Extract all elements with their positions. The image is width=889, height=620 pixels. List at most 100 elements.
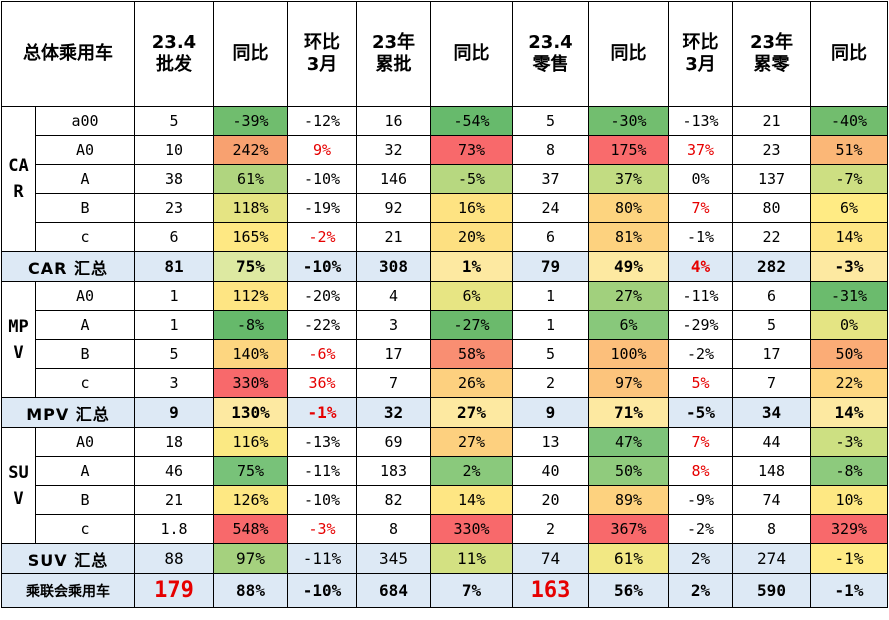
table-cell: 37% (588, 164, 669, 194)
total-cell: 684 (356, 573, 431, 608)
table-cell: -27% (430, 310, 513, 340)
table-cell: -6% (287, 339, 357, 369)
summary-cell: 9 (512, 397, 589, 428)
table-cell: 183 (356, 456, 431, 486)
table-row: A 38 61% -10% 146 -5% 37 37% 0% 137 -7% (2, 164, 888, 194)
table-cell: 73% (430, 135, 513, 165)
table-cell: 14% (430, 485, 513, 515)
table-cell: 23 (732, 135, 811, 165)
table-cell: 37 (512, 164, 589, 194)
header-row: 总体乘用车 23.4 批发 同比 环比 3月 23年 累批 同比 23.4 零售 同比 环比 3月 23年… (1, 1, 888, 107)
table-cell: 140% (213, 339, 288, 369)
table-cell: 58% (430, 339, 513, 369)
table-cell: 21 (134, 485, 214, 515)
summary-cell: 9 (134, 397, 214, 428)
summary-cell: 74 (512, 543, 589, 574)
column-header: 同比 (588, 1, 669, 107)
table-row: A0 10 242% 9% 32 73% 8 175% 37% 23 51% (2, 135, 888, 165)
table-cell: 137 (732, 164, 811, 194)
table-cell: -2% (668, 339, 733, 369)
summary-cell: 274 (732, 543, 811, 574)
table-row: A 1 -8% -22% 3 -27% 1 6% -29% 5 0% (2, 310, 888, 340)
table-cell: 126% (213, 485, 288, 515)
table-cell: 6% (810, 193, 888, 223)
total-cell: 7% (430, 573, 513, 608)
table-cell: 0% (810, 310, 888, 340)
table-cell: -9% (668, 485, 733, 515)
table-cell: 17 (356, 339, 431, 369)
column-header: 环比 3月 (287, 1, 357, 107)
total-label: 乘联会乘用车 (1, 573, 135, 608)
table-cell: 81% (588, 222, 669, 252)
table-cell: 26% (430, 368, 513, 398)
table-cell: 5 (512, 339, 589, 369)
table-cell: 80% (588, 193, 669, 223)
table-cell: 4 (356, 281, 431, 311)
summary-cell: 79 (512, 251, 589, 282)
table-row: CAR a00 5 -39% -12% 16 -54% 5 -30% -13% 21 -40% (1, 106, 888, 252)
column-header: 23.4 零售 (512, 1, 589, 107)
summary-cell: 130% (213, 397, 288, 428)
table-cell: 80 (732, 193, 811, 223)
table-cell: -12% (287, 106, 357, 136)
table-cell: 7 (732, 368, 811, 398)
table-cell: -30% (588, 106, 669, 136)
summary-cell: 282 (732, 251, 811, 282)
table-cell: 8% (668, 456, 733, 486)
summary-cell: 14% (810, 397, 888, 428)
table-cell: 5 (732, 310, 811, 340)
segment-label: A (35, 164, 135, 194)
table-cell: 23 (134, 193, 214, 223)
table-cell: 46 (134, 456, 214, 486)
segment-label: c (35, 368, 135, 398)
table-row: B 5 140% -6% 17 58% 5 100% -2% 17 50% (2, 339, 888, 369)
group-label-suv: SUV (1, 427, 36, 544)
table-cell: 16 (356, 106, 431, 136)
summary-cell: 1% (430, 251, 513, 282)
summary-cell: 2% (668, 543, 733, 574)
table-cell: 17 (732, 339, 811, 369)
table-cell: 20 (512, 485, 589, 515)
table-cell: -10% (287, 164, 357, 194)
summary-cell: -3% (810, 251, 888, 282)
table-cell: 40 (512, 456, 589, 486)
summary-cell: 49% (588, 251, 669, 282)
table-cell: 1 (512, 310, 589, 340)
table-cell: 8 (512, 135, 589, 165)
table-cell: -11% (287, 456, 357, 486)
table-cell: 175% (588, 135, 669, 165)
segment-label: A (35, 456, 135, 486)
table-cell: 5% (668, 368, 733, 398)
column-header: 同比 (213, 1, 288, 107)
segment-label: B (35, 485, 135, 515)
table-cell: 10% (810, 485, 888, 515)
total-cell: 88% (213, 573, 288, 608)
table-cell: 89% (588, 485, 669, 515)
table-cell: 51% (810, 135, 888, 165)
table-cell: 9% (287, 135, 357, 165)
table-cell: 14% (810, 222, 888, 252)
table-cell: 6 (512, 222, 589, 252)
table-cell: 5 (512, 106, 589, 136)
table-cell: 24 (512, 193, 589, 223)
table-cell: 61% (213, 164, 288, 194)
segment-label: c (35, 514, 135, 544)
table-cell: 10 (134, 135, 214, 165)
table-cell: -5% (430, 164, 513, 194)
table-cell: 112% (213, 281, 288, 311)
summary-cell: 81 (134, 251, 214, 282)
summary-cell: 97% (213, 543, 288, 574)
table-row: c 1.8 548% -3% 8 330% 2 367% -2% 8 329% (2, 514, 888, 544)
summary-cell: 32 (356, 397, 431, 428)
segment-label: A0 (35, 135, 135, 165)
summary-cell: 75% (213, 251, 288, 282)
table-cell: 329% (810, 514, 888, 544)
table-cell: -13% (668, 106, 733, 136)
table-cell: 50% (810, 339, 888, 369)
table-cell: -19% (287, 193, 357, 223)
table-cell: -40% (810, 106, 888, 136)
table-cell: 146 (356, 164, 431, 194)
summary-cell: 88 (134, 543, 214, 574)
summary-cell: 308 (356, 251, 431, 282)
summary-cell: -1% (287, 397, 357, 428)
